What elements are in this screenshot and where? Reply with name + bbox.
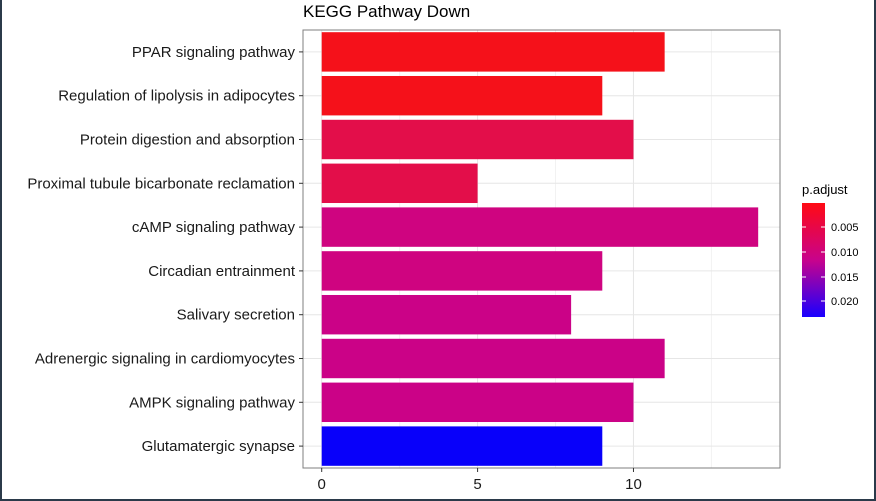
category-label: Proximal tubule bicarbonate reclamation: [27, 175, 295, 192]
legend-ticks: 0.005 0.010 0.015 0.020: [802, 222, 859, 308]
x-tick-label: 10: [625, 476, 642, 493]
window-frame-right: [874, 0, 876, 501]
legend-tick-label: 0.010: [831, 247, 859, 259]
legend-tick-label: 0.005: [831, 222, 859, 234]
category-label: Adrenergic signaling in cardiomyocytes: [35, 351, 295, 368]
category-label: AMPK signaling pathway: [129, 394, 295, 411]
x-axis-ticks: 0 5 10: [318, 468, 642, 493]
window-frame-left: [0, 0, 2, 501]
category-label: PPAR signaling pathway: [132, 44, 296, 61]
category-label: cAMP signaling pathway: [132, 219, 296, 236]
legend-title: p.adjust: [802, 182, 848, 197]
x-tick-label: 5: [473, 476, 481, 493]
bar: [321, 382, 634, 423]
bar: [321, 338, 665, 379]
bar: [321, 75, 603, 116]
bar: [321, 207, 759, 247]
bar: [321, 119, 634, 160]
category-label: Glutamatergic synapse: [142, 438, 295, 455]
category-label: Salivary secretion: [177, 307, 295, 324]
legend-tick-label: 0.015: [831, 272, 859, 284]
bar: [321, 294, 572, 335]
window-frame-bottom: [0, 499, 876, 501]
bars: [321, 32, 759, 466]
category-label: Regulation of lipolysis in adipocytes: [58, 88, 295, 105]
category-label: Protein digestion and absorption: [80, 132, 295, 149]
legend-tick-label: 0.020: [831, 296, 859, 308]
legend-colorbar: [802, 203, 825, 317]
bar: [321, 32, 665, 72]
bar: [321, 251, 603, 291]
plot-border: [302, 29, 781, 469]
x-tick-label: 0: [318, 476, 326, 493]
legend: p.adjust 0.005 0.010 0.015 0.020: [802, 182, 859, 317]
category-labels: PPAR signaling pathway Regulation of lipo…: [27, 44, 303, 455]
bar: [321, 426, 603, 466]
chart-title: KEGG Pathway Down: [303, 2, 470, 21]
category-label: Circadian entrainment: [148, 263, 296, 280]
bar: [321, 163, 478, 204]
